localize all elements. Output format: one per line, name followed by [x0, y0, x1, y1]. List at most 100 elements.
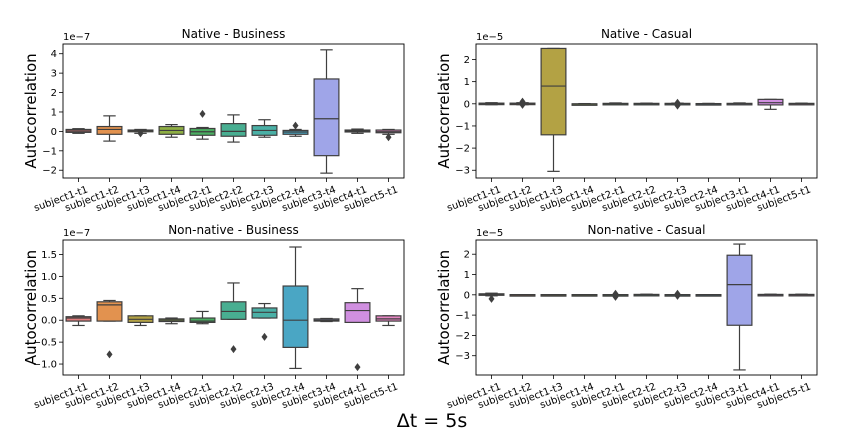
y-tick-label: −0.5	[33, 338, 57, 349]
box-subject1-t1	[478, 102, 505, 106]
outlier-point	[199, 109, 206, 118]
box-subject2-t4	[282, 246, 309, 370]
box-subject2-t1	[602, 289, 629, 301]
box-subject2-t2	[220, 114, 247, 143]
plot-frame	[62, 239, 405, 376]
box-body	[96, 301, 123, 322]
y-offset-label: 1e−7	[63, 32, 90, 43]
y-tick-label: −2	[42, 166, 57, 177]
box-subject4-t1	[757, 98, 784, 110]
box-subject5-t1	[375, 128, 402, 142]
box-body	[220, 123, 247, 137]
box-subject1-t1	[478, 292, 505, 303]
plot-frame	[475, 239, 818, 376]
subplot-1: Native - Business Autocorrelation 1e−7 −2 −1…	[22, 27, 405, 214]
subplot-4: Non-native - Casual Autocorrelation 1e−5 −3…	[435, 223, 818, 411]
box-subject1-t3	[127, 315, 154, 327]
box-subject1-t3	[540, 294, 567, 297]
y-tick-label: 0.0	[41, 316, 57, 327]
y-tick-label: 1	[51, 107, 57, 118]
box-subject2-t3	[251, 302, 278, 341]
y-offset-label: 1e−7	[63, 228, 90, 239]
outlier-point	[261, 332, 268, 341]
y-tick-label: 1.0	[41, 272, 57, 283]
box-body	[251, 307, 278, 319]
y-offset-label: 1e−5	[476, 228, 503, 239]
outlier-point	[488, 294, 495, 303]
subplot-2: Native - Casual Autocorrelation 1e−5 −3 −2 −1…	[435, 27, 818, 214]
box-body	[220, 301, 247, 320]
box-subject1-t2	[509, 97, 536, 109]
y-tick-label: 4	[51, 49, 57, 60]
box-subject1-t4	[571, 294, 598, 297]
box-body	[540, 47, 567, 136]
outlier-point	[292, 121, 299, 130]
box-subject2-t2	[633, 293, 660, 297]
box-subject4-t1	[344, 288, 371, 372]
box-subject3-t1	[726, 102, 753, 106]
box-subject2-t3	[664, 289, 691, 300]
plot-frame	[475, 43, 818, 179]
y-tick-label: 0	[464, 99, 470, 110]
y-tick-label: 3	[51, 69, 57, 80]
box-subject1-t1	[65, 315, 92, 327]
box-subject1-t2	[96, 115, 123, 142]
outlier-point	[674, 289, 681, 298]
box-subject1-t4	[158, 123, 185, 138]
subplot-3: Non-native - Business Autocorrelation 1e−7…	[22, 223, 405, 411]
y-tick-label: 1.5	[41, 250, 57, 261]
y-tick-label: 0	[51, 127, 57, 138]
y-tick-label: −2	[455, 144, 470, 155]
subplot-title: Non-native - Casual	[588, 223, 706, 237]
subplot-title: Native - Casual	[601, 27, 692, 41]
y-tick-label: −1	[455, 121, 470, 132]
box-subject5-t1	[375, 315, 402, 327]
y-axis-label: Autocorrelation	[22, 250, 40, 365]
outlier-point	[354, 363, 361, 372]
box-body	[282, 285, 309, 348]
box-subject5-t1	[788, 293, 815, 297]
outlier-point	[519, 97, 526, 106]
y-axis-label: Autocorrelation	[435, 53, 453, 168]
box-subject4-t1	[757, 293, 784, 297]
box-body	[726, 254, 753, 326]
y-tick-label: −1	[455, 311, 470, 322]
box-body	[313, 78, 340, 157]
box-subject2-t3	[664, 98, 691, 110]
box-subject2-t4	[282, 121, 309, 137]
subplot-title: Native - Business	[182, 27, 286, 41]
box-body	[344, 302, 371, 324]
box-body	[189, 317, 216, 324]
box-body	[65, 316, 92, 322]
box-body	[96, 125, 123, 135]
subplot-title: Non-native - Business	[168, 223, 299, 237]
box-subject2-t2	[633, 102, 660, 106]
figure-xlabel: Δt = 5s	[397, 410, 467, 432]
box-subject1-t1	[65, 128, 92, 134]
box-subject1-t2	[509, 294, 536, 297]
box-subject2-t1	[189, 109, 216, 140]
y-tick-label: −3	[455, 166, 470, 177]
box-subject2-t1	[189, 310, 216, 325]
box-subject2-t2	[220, 282, 247, 354]
box-subject1-t3	[127, 128, 154, 138]
box-subject4-t1	[344, 128, 371, 134]
box-subject2-t4	[695, 294, 722, 297]
y-tick-label: −2	[455, 331, 470, 342]
y-tick-label: 1	[464, 77, 470, 88]
y-tick-label: 0	[464, 290, 470, 301]
outlier-point	[106, 350, 113, 359]
box-subject2-t3	[251, 119, 278, 138]
y-axis-label: Autocorrelation	[435, 250, 453, 365]
box-subject3-t4	[313, 49, 340, 174]
outlier-point	[137, 129, 144, 138]
box-subject1-t4	[158, 317, 185, 325]
y-tick-label: −3	[455, 351, 470, 362]
y-tick-label: 2	[51, 88, 57, 99]
y-tick-label: 2	[464, 250, 470, 261]
plot-frame	[62, 43, 405, 179]
box-subject5-t1	[788, 102, 815, 106]
outlier-point	[674, 98, 681, 107]
outlier-point	[230, 345, 237, 354]
